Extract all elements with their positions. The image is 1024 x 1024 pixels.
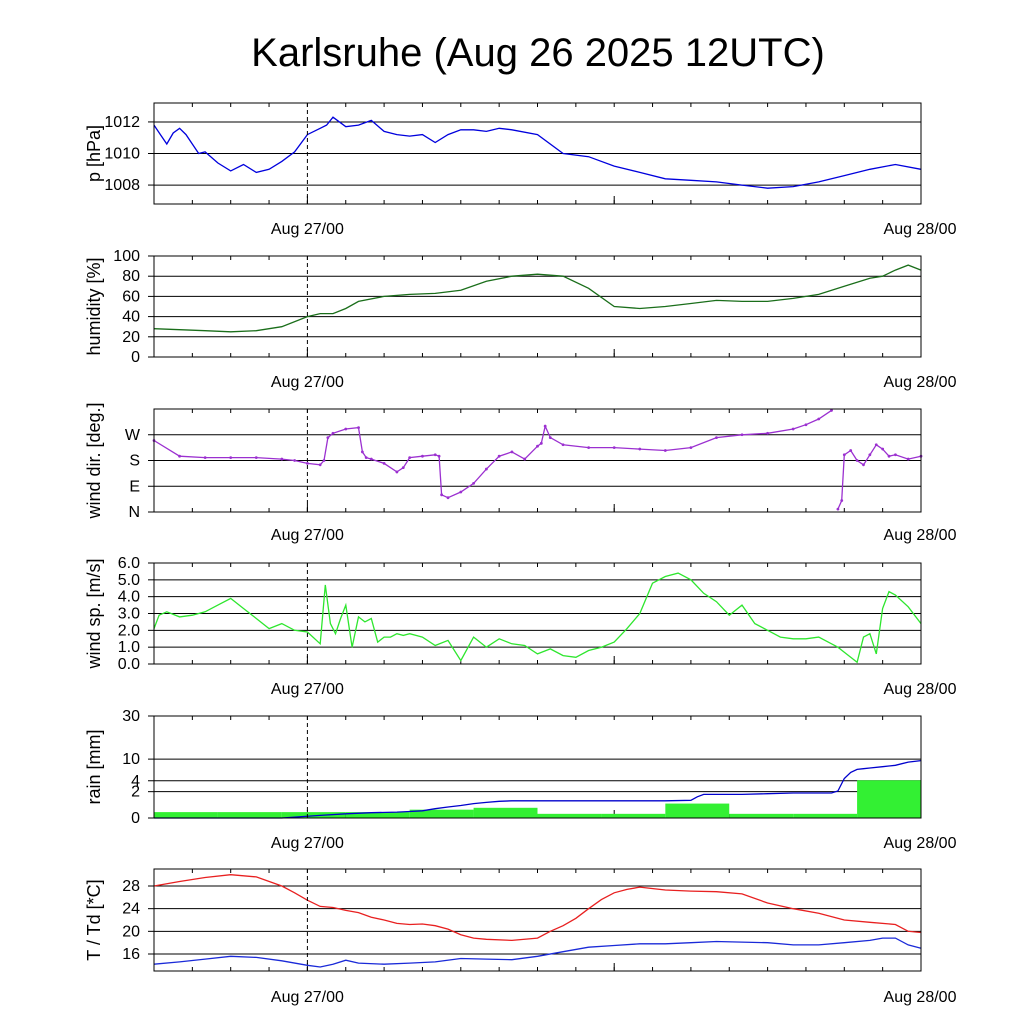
humidity-ytick-label: 80 [122,268,140,285]
humidity-ytick-label: 0 [131,349,140,366]
wind_speed-ytick-label: 3.0 [118,606,140,623]
wind_direction-panel-frame [153,408,922,513]
wind_direction-xtick-label: Aug 28/00 [884,527,957,544]
humidity-xtick-label: Aug 27/00 [271,374,344,391]
rain-bar [857,780,921,818]
wind_speed-xtick-label: Aug 28/00 [884,681,957,698]
humidity-ytick-label: 40 [122,309,140,326]
pressure-ytick-label: 1010 [104,146,140,163]
wind_speed-ytick-label: 6.0 [118,555,140,572]
wind_speed-xtick-label: Aug 27/00 [271,681,344,698]
temperature-series-line [153,874,922,942]
wind_direction-ylabel: wind dir. [deg.] [84,402,104,519]
temperature-ytick-label: 16 [122,946,140,963]
rain-bar [409,809,474,818]
rain-bar [537,813,602,818]
wind_speed-series-line [153,572,922,664]
pressure-ylabel: p [hPa] [84,125,104,182]
wind_direction-xtick-label: Aug 27/00 [271,527,344,544]
temperature-ylabel: T / Td [*C] [84,879,104,960]
temperature-series-line [153,937,922,968]
wind_direction-ytick-label: E [129,478,140,495]
humidity-ytick-label: 60 [122,288,140,305]
rain-ytick-label: 4 [131,773,140,790]
rain-bar [154,812,218,818]
rain-ytick-label: 2 [131,784,140,801]
temperature-ytick-label: 20 [122,923,140,940]
temperature-panel-frame [153,868,922,972]
rain-bar [345,812,410,818]
pressure-series-line [153,116,922,189]
rain-bar [729,813,794,818]
rain-ytick-label: 30 [122,708,140,725]
rain-series-line [154,759,922,819]
wind_direction-series-line [153,409,832,499]
rain-ytick-label: 0 [131,810,140,827]
chart-title: Karlsruhe (Aug 26 2025 12UTC) [251,31,825,75]
pressure-ytick-label: 1008 [104,177,140,194]
wind_direction-ytick-label: S [129,453,140,470]
wind_direction-ytick-label: N [128,504,140,521]
wind_speed-ytick-label: 4.0 [118,589,140,606]
wind_speed-ytick-label: 1.0 [118,639,140,656]
humidity-xtick-label: Aug 28/00 [884,374,957,391]
temperature-ytick-label: 28 [122,878,140,895]
humidity-series-line [153,264,922,333]
rain-bar [601,813,666,818]
humidity-ylabel: humidity [%] [84,257,104,355]
pressure-panel-frame [153,102,922,205]
humidity-panel-frame [153,255,922,358]
pressure-xtick-label: Aug 28/00 [884,221,957,238]
rain-bar [665,803,730,818]
temperature-xtick-label: Aug 28/00 [884,989,957,1006]
temperature-ytick-label: 24 [122,901,140,918]
wind_direction-ytick-label: W [125,427,141,444]
rain-xtick-label: Aug 28/00 [884,835,957,852]
rain-panel-frame [153,715,922,819]
wind_speed-panel-frame [153,562,922,665]
wind_speed-ytick-label: 5.0 [118,572,140,589]
rain-ylabel: rain [mm] [84,729,104,804]
wind_speed-ytick-label: 0.0 [118,656,140,673]
rain-bar [793,813,858,818]
wind_speed-ylabel: wind sp. [m/s] [84,558,104,669]
temperature-xtick-label: Aug 27/00 [271,989,344,1006]
rain-bar [281,812,346,818]
rain-bar [217,812,282,818]
rain-xtick-label: Aug 27/00 [271,835,344,852]
pressure-xtick-label: Aug 27/00 [271,221,344,238]
humidity-ytick-label: 100 [113,248,140,265]
rain-bar [473,807,538,818]
rain-ytick-label: 10 [122,751,140,768]
humidity-ytick-label: 20 [122,329,140,346]
wind_speed-ytick-label: 2.0 [118,622,140,639]
wind_direction-series-line [837,443,922,510]
pressure-ytick-label: 1012 [104,114,140,131]
